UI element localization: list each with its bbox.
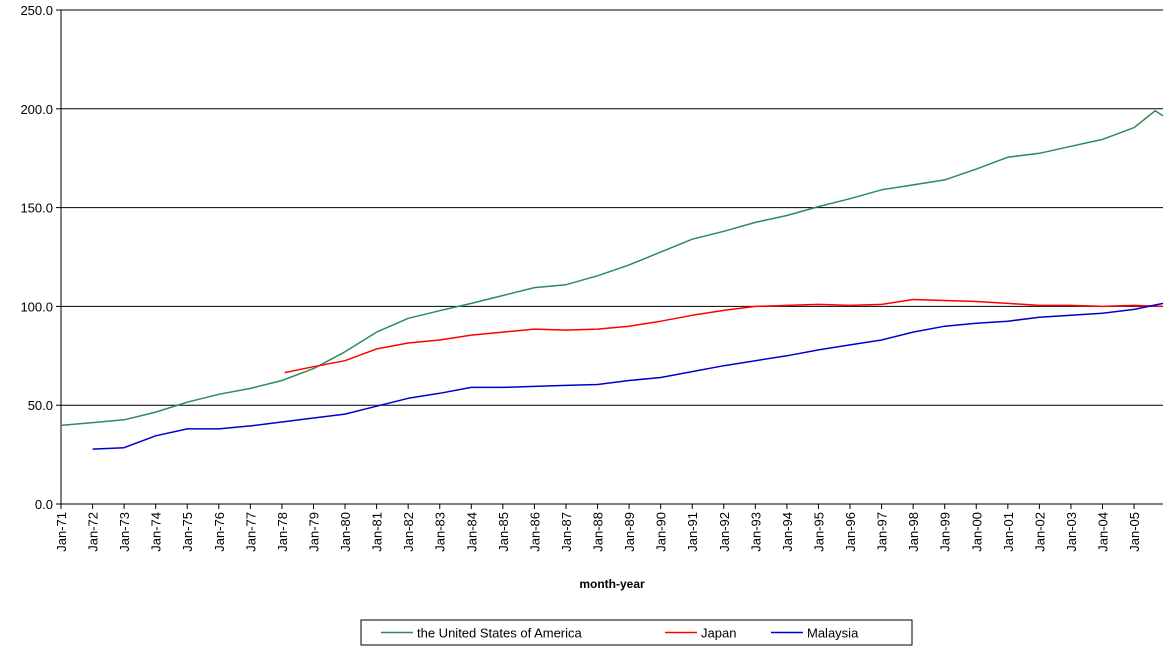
series-lines (60, 110, 1164, 450)
x-tick-label: Jan-99 (938, 512, 953, 552)
x-tick-label: Jan-84 (464, 512, 479, 552)
x-tick-label: Jan-88 (591, 512, 606, 552)
x-tick-label: Jan-05 (1127, 512, 1142, 552)
x-axis-title: month-year (579, 577, 645, 591)
legend-label: Japan (701, 626, 736, 641)
x-tick-label: Jan-98 (906, 512, 921, 552)
x-tick-label: Jan-76 (212, 512, 227, 552)
x-tick-label: Jan-96 (843, 512, 858, 552)
series-line-0 (60, 110, 1164, 427)
x-tick-label: Jan-93 (748, 512, 763, 552)
y-tick-label: 200.0 (20, 102, 53, 117)
legend: the United States of America Japan Malaysi… (360, 619, 913, 646)
x-tick-label: Jan-72 (86, 512, 101, 552)
x-tick-label: Jan-86 (527, 512, 542, 552)
x-tick-label: Jan-73 (117, 512, 132, 552)
x-tick-label: Jan-79 (306, 512, 321, 552)
x-tick-label: Jan-01 (1001, 512, 1016, 552)
series-line-2 (92, 302, 1164, 450)
x-tick-label: Jan-00 (969, 512, 984, 552)
x-tick-label: Jan-80 (338, 512, 353, 552)
x-tick-label: Jan-82 (401, 512, 416, 552)
y-tick-label: 100.0 (20, 299, 53, 314)
grid-lines (61, 9, 1163, 406)
legend-box (360, 619, 913, 646)
series-line-1 (284, 298, 1164, 374)
x-tick-label: Jan-87 (559, 512, 574, 552)
x-tick-label: Jan-81 (370, 512, 385, 552)
x-tick-label: Jan-95 (811, 512, 826, 552)
x-tick-label: Jan-71 (54, 512, 69, 552)
x-tick-label: Jan-91 (685, 512, 700, 552)
plot-area (60, 10, 1163, 505)
x-tick-label: Jan-97 (875, 512, 890, 552)
x-tick-label: Jan-89 (622, 512, 637, 552)
x-tick-label: Jan-94 (780, 512, 795, 552)
x-tick-label: Jan-78 (275, 512, 290, 552)
y-tick-label: 0.0 (35, 497, 53, 512)
x-tick-label: Jan-02 (1032, 512, 1047, 552)
x-tick-label: Jan-90 (654, 512, 669, 552)
x-tick-label: Jan-04 (1096, 512, 1111, 552)
x-tick-label: Jan-74 (149, 512, 164, 552)
y-tick-label: 250.0 (20, 3, 53, 18)
x-tick-label: Jan-75 (180, 512, 195, 552)
x-tick-label: Jan-92 (717, 512, 732, 552)
y-axis: 0.0 50.0 100.0 150.0 200.0 250.0 (20, 3, 61, 512)
x-axis: Jan-71 Jan-72 Jan-73 Jan-74 Jan-75 Jan-76 Jan-… (54, 504, 1142, 552)
x-tick-label: Jan-03 (1064, 512, 1079, 552)
y-tick-label: 50.0 (28, 398, 53, 413)
legend-label: the United States of America (417, 626, 583, 641)
x-tick-label: Jan-77 (243, 512, 258, 552)
x-tick-label: Jan-83 (433, 512, 448, 552)
x-tick-label: Jan-85 (496, 512, 511, 552)
legend-label: Malaysia (807, 626, 859, 641)
y-tick-label: 150.0 (20, 201, 53, 216)
